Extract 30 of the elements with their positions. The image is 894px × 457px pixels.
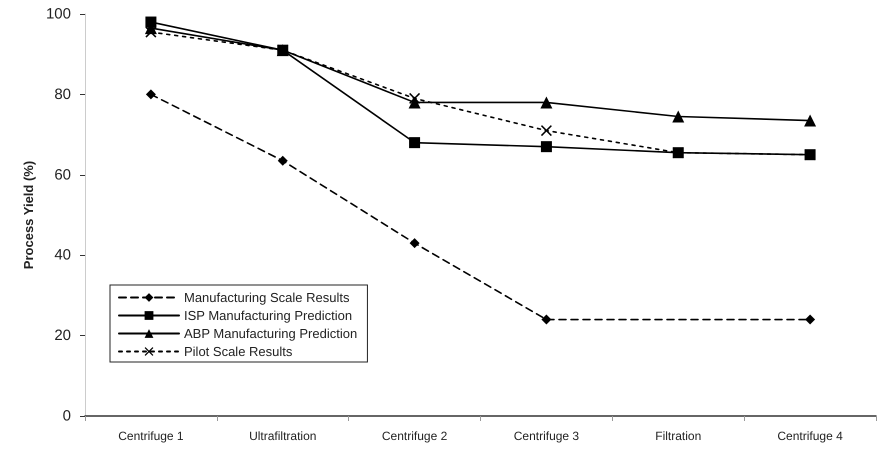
y-tick-label: 40 (54, 246, 71, 264)
x-tick-label: Ultrafiltration (249, 429, 316, 443)
x-tick-label: Filtration (655, 429, 702, 443)
point (410, 238, 420, 248)
x-tick-label: Centrifuge 3 (514, 429, 580, 443)
point (278, 156, 288, 166)
x-tick-label: Centrifuge 2 (382, 429, 448, 443)
point (409, 137, 420, 148)
point (146, 89, 156, 100)
y-tick-label: 100 (46, 6, 71, 22)
y-tick-label: 0 (62, 408, 71, 424)
y-tick-label: 20 (54, 327, 71, 344)
y-axis-title: Process Yield (%) (21, 160, 36, 270)
y-tick-label: 60 (54, 166, 71, 184)
point (805, 314, 816, 325)
point (540, 125, 552, 136)
point (145, 26, 156, 38)
point (540, 96, 552, 108)
point (672, 110, 684, 123)
x-tick-label: Centrifuge 4 (777, 429, 844, 443)
point (409, 92, 420, 104)
point (804, 114, 816, 127)
y-tick-label: 80 (54, 86, 71, 103)
point (540, 141, 552, 152)
legend-label: ISP Manufacturing Prediction (184, 308, 352, 323)
legend-label: Pilot Scale Results (184, 344, 293, 359)
point (541, 314, 552, 325)
legend-label: Manufacturing Scale Results (184, 290, 350, 305)
x-tick-label: Centrifuge 1 (118, 429, 184, 443)
legend-label: ABP Manufacturing Prediction (184, 326, 358, 341)
